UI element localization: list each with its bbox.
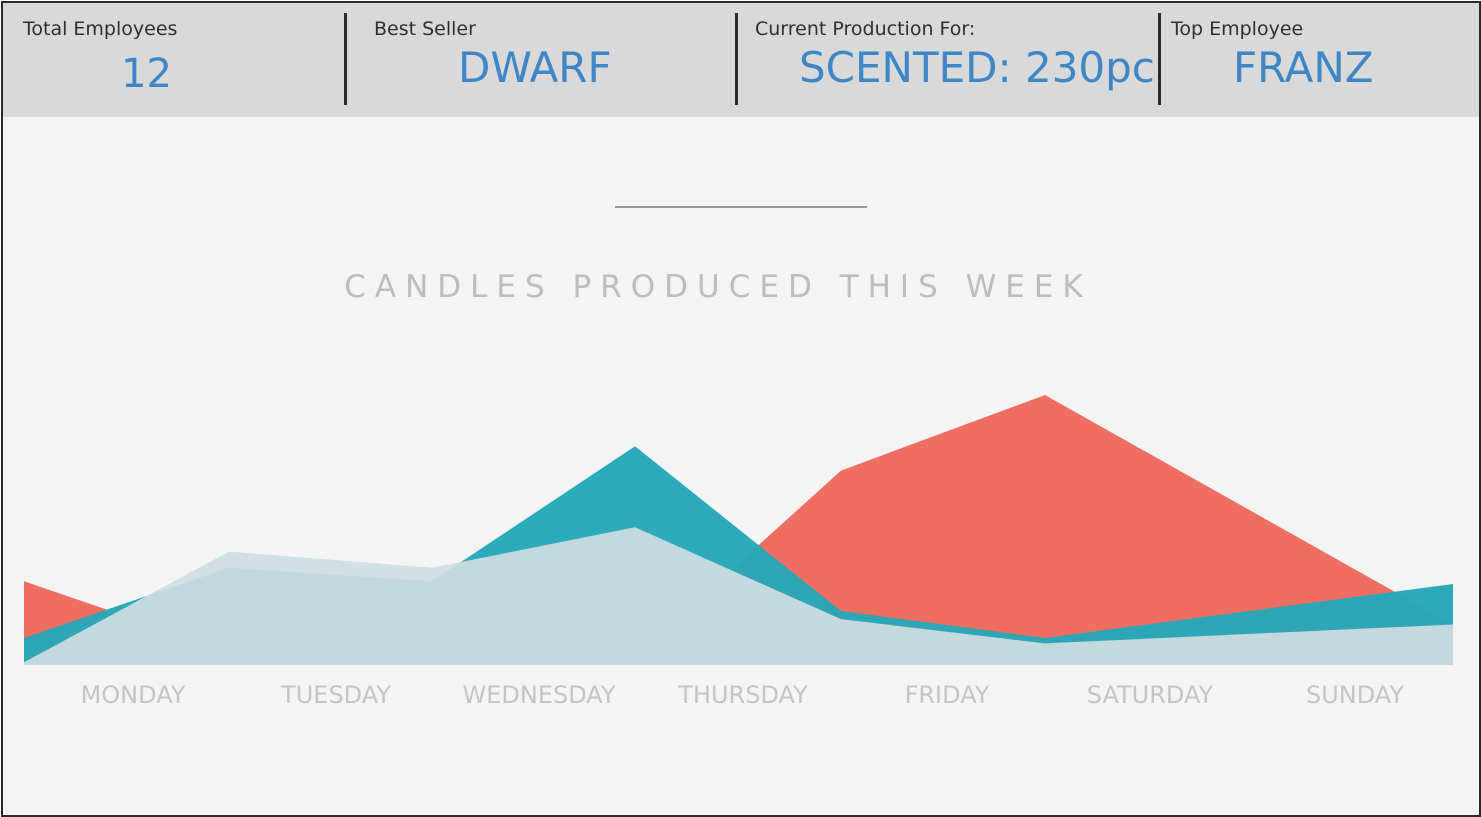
x-tick-label: TUESDAY bbox=[280, 681, 391, 709]
x-tick-label: SUNDAY bbox=[1306, 681, 1404, 709]
kpi-label: Current Production For: bbox=[755, 18, 976, 40]
chart-title: CANDLES PRODUCED THIS WEEK bbox=[344, 269, 1092, 305]
kpi-value: DWARF bbox=[458, 43, 612, 92]
kpi-current-production: Current Production For: SCENTED: 230pc bbox=[755, 3, 1155, 117]
x-tick-label: FRIDAY bbox=[905, 681, 990, 709]
kpi-divider bbox=[735, 13, 738, 105]
kpi-value: 12 bbox=[121, 51, 172, 97]
series-area-3 bbox=[24, 527, 1453, 665]
kpi-value: FRANZ bbox=[1233, 43, 1374, 92]
kpi-total-employees: Total Employees 12 bbox=[23, 3, 343, 117]
series-area-1 bbox=[24, 395, 1453, 665]
x-tick-label: SATURDAY bbox=[1087, 681, 1214, 709]
kpi-bar: Total Employees 12 Best Seller DWARF Cur… bbox=[3, 3, 1479, 117]
kpi-top-employee: Top Employee FRANZ bbox=[1171, 3, 1471, 117]
kpi-divider bbox=[1158, 13, 1161, 105]
x-tick-label: WEDNESDAY bbox=[463, 681, 616, 709]
kpi-label: Top Employee bbox=[1171, 18, 1304, 40]
x-tick-label: MONDAY bbox=[81, 681, 186, 709]
kpi-value: SCENTED: 230pc bbox=[799, 43, 1155, 92]
title-rule bbox=[615, 206, 867, 208]
kpi-best-seller: Best Seller DWARF bbox=[374, 3, 734, 117]
kpi-label: Total Employees bbox=[23, 18, 178, 40]
x-tick-label: THURSDAY bbox=[677, 681, 808, 709]
area-chart: MONDAY TUESDAY WEDNESDAY THURSDAY FRIDAY SATU… bbox=[24, 395, 1453, 709]
kpi-divider bbox=[344, 13, 347, 105]
kpi-label: Best Seller bbox=[374, 18, 476, 40]
